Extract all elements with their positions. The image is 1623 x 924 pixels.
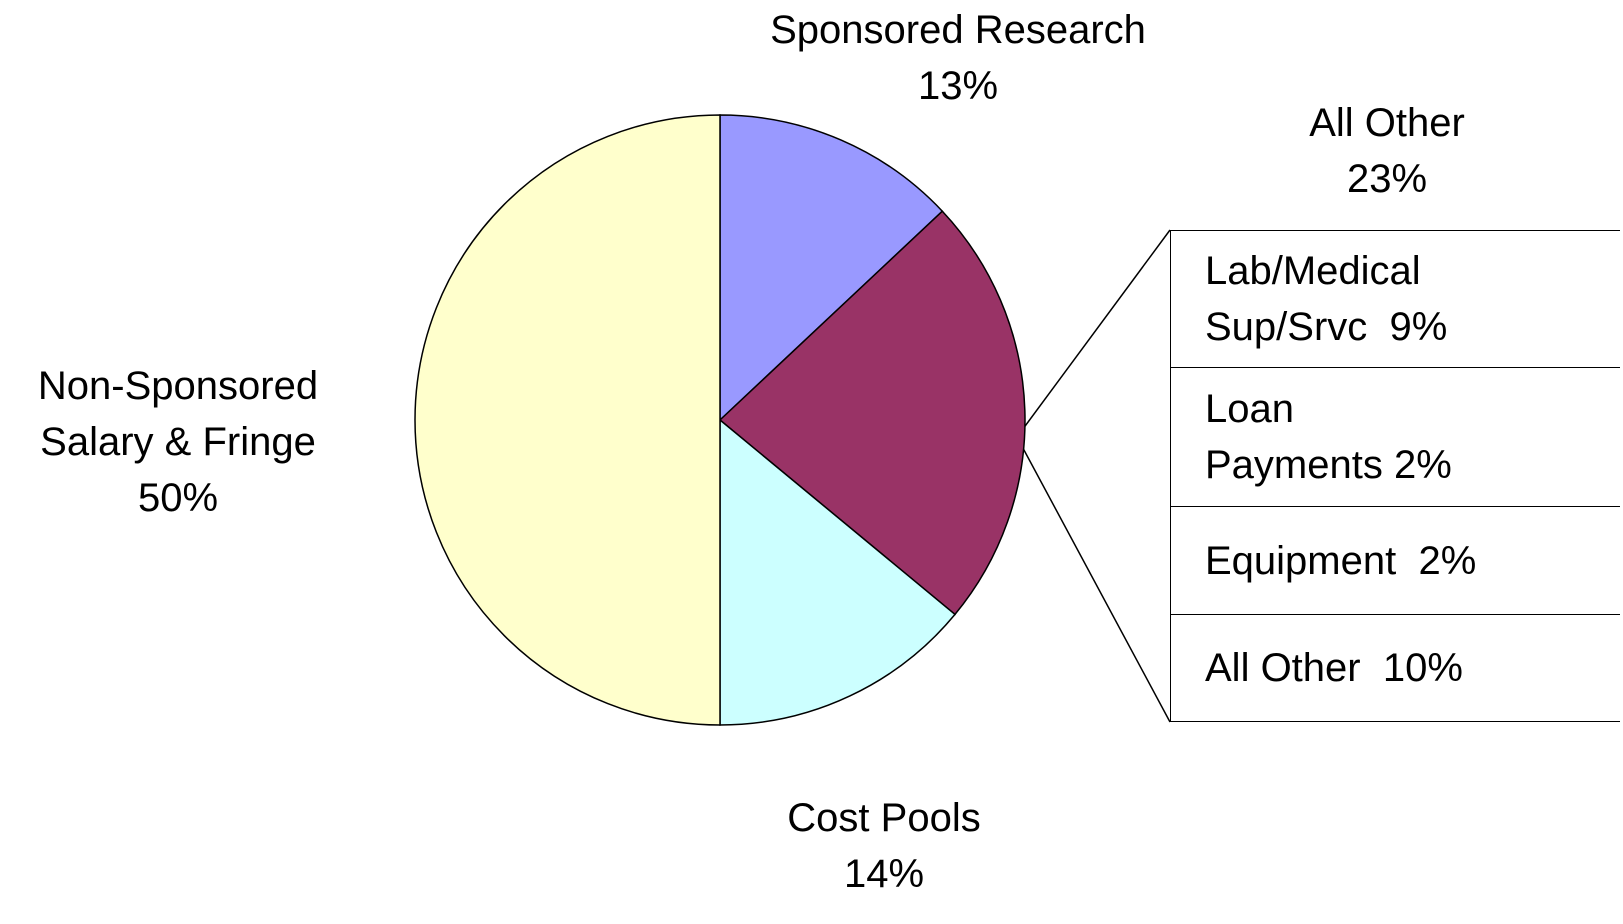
pie-slice: [719, 114, 944, 422]
breakdown-row: Lab/Medical Sup/Srvc 9%: [1170, 230, 1620, 368]
slice-name: Cost Pools: [787, 796, 981, 840]
breakdown-row: All Other 10%: [1170, 615, 1620, 722]
pie-slice: [719, 418, 957, 726]
slice-name: Sponsored Research: [770, 8, 1146, 52]
slice-name: Non-Sponsored Salary & Fringe: [37, 364, 319, 464]
connector-line: [1016, 436, 1171, 723]
breakdown-row: Equipment 2%: [1170, 507, 1620, 615]
slice-label: Non-Sponsored Salary & Fringe 50%: [38, 358, 318, 526]
slice-value: 23%: [1346, 157, 1428, 201]
pie-slice: [718, 210, 1026, 616]
pie-slice: [414, 114, 721, 726]
slice-value: 13%: [917, 64, 999, 108]
connector-line: [1016, 229, 1171, 438]
slice-name: All Other: [1309, 101, 1465, 145]
slice-value: 50%: [137, 476, 219, 520]
slice-label: Cost Pools 14%: [787, 790, 980, 902]
slice-label: All Other 23%: [1309, 95, 1465, 207]
slice-label: Sponsored Research 13%: [770, 2, 1146, 114]
slice-value: 14%: [843, 852, 925, 896]
breakdown-row: Loan Payments 2%: [1170, 368, 1620, 507]
